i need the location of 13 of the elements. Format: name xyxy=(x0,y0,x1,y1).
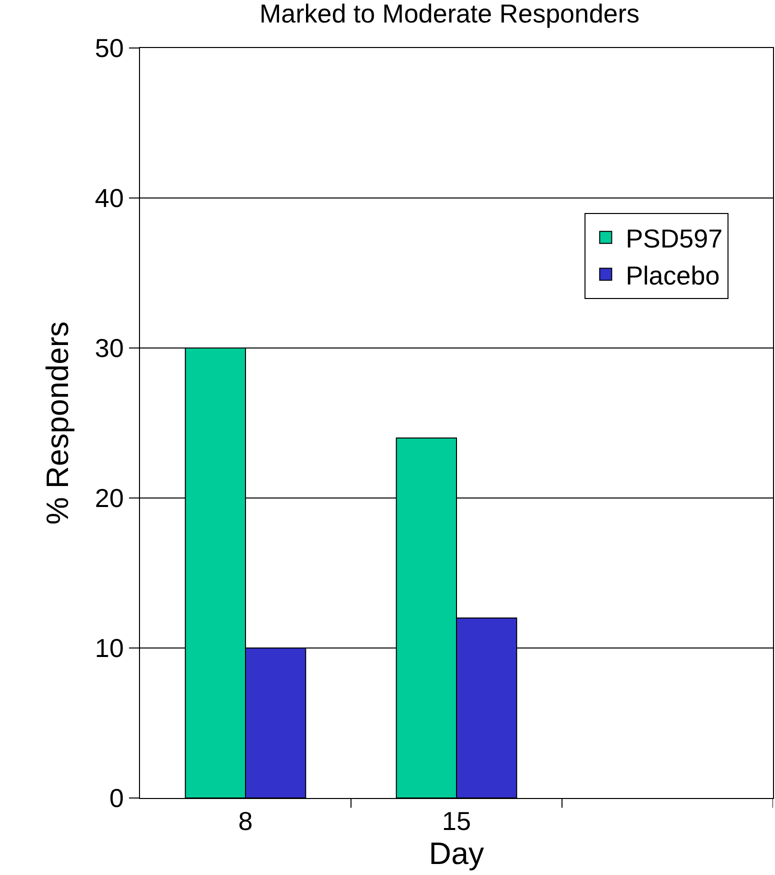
y-tick-label: 10 xyxy=(94,633,124,664)
y-tick-label: 40 xyxy=(94,183,124,214)
y-tick-label: 20 xyxy=(94,483,124,514)
legend-label: PSD597 xyxy=(626,224,723,254)
y-tick-label: 50 xyxy=(94,33,124,64)
y-axis-title: % Responders xyxy=(40,321,75,525)
x-tick-label: 15 xyxy=(442,806,471,836)
chart-title: Marked to Moderate Responders xyxy=(259,0,640,29)
x-axis-title: Day xyxy=(428,836,485,872)
x-tick-label: 8 xyxy=(238,806,253,836)
y-tick-label: 0 xyxy=(109,783,124,814)
legend-label: Placebo xyxy=(626,260,720,290)
y-tick-label: 30 xyxy=(94,333,124,364)
